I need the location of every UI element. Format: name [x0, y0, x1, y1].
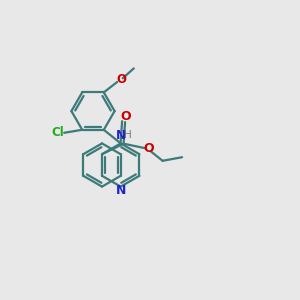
Text: O: O: [143, 142, 154, 155]
Text: O: O: [116, 73, 126, 86]
Text: O: O: [120, 110, 131, 124]
Text: N: N: [116, 129, 126, 142]
Text: N: N: [116, 184, 126, 197]
Text: H: H: [124, 130, 132, 140]
Text: Cl: Cl: [51, 126, 64, 139]
